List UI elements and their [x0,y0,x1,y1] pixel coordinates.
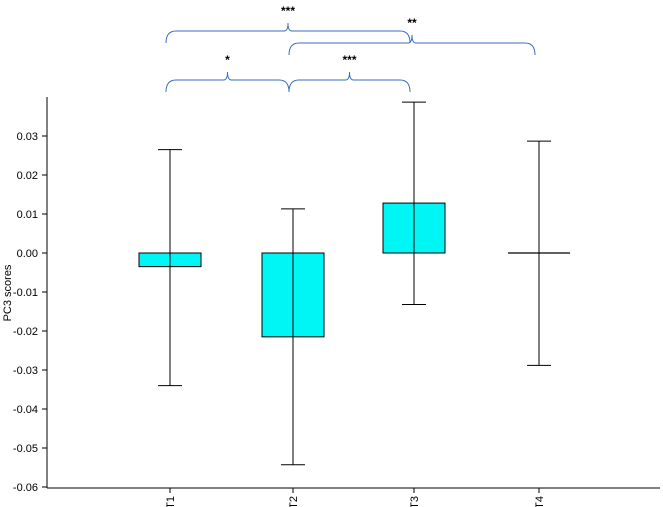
y-tick-label: -0.05 [13,443,38,455]
x-tick-label-t1: T1 [165,496,177,507]
significance-label: ** [407,16,417,30]
x-tick-label-t3: T3 [409,496,421,507]
x-tick-label-t2: T2 [288,496,300,507]
significance-label: * [225,53,230,67]
y-tick-label: -0.04 [13,404,38,416]
significance-bracket [165,22,411,44]
significance-bracket [288,71,411,93]
y-tick-label: 0.01 [17,209,38,221]
y-axis: 0.03 0.02 0.01 0.00 -0.01 -0.02 -0.03 -0.04 -0.0… [13,97,48,494]
x-tick-label-t4: T4 [534,496,546,507]
y-axis-label: PC3 scores [2,264,14,321]
significance-bracket [288,34,536,56]
significance-bracket [165,71,290,93]
significance-label: *** [342,53,356,67]
significance-label: *** [281,4,295,18]
y-tick-label: -0.06 [13,482,38,494]
y-tick-label: -0.03 [13,365,38,377]
y-tick-label: 0.00 [17,248,38,260]
y-tick-label: 0.02 [17,170,38,182]
y-tick-label: -0.01 [13,287,38,299]
y-tick-label: 0.03 [17,131,38,143]
x-axis: T1 T2 T3 T4 [47,487,660,507]
y-tick-label: -0.02 [13,326,38,338]
